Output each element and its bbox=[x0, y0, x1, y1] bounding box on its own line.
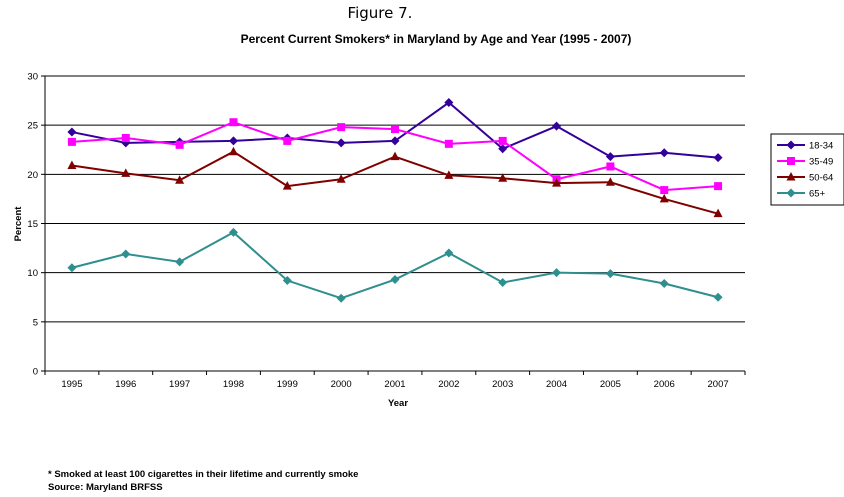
data-point bbox=[67, 127, 77, 137]
legend-item: 50-64 bbox=[777, 172, 833, 184]
x-tick-label: 1996 bbox=[115, 379, 136, 390]
legend-marker bbox=[786, 140, 796, 150]
footnote: * Smoked at least 100 cigarettes in thei… bbox=[48, 469, 359, 480]
data-point bbox=[552, 121, 562, 131]
x-tick-label: 2001 bbox=[384, 379, 405, 390]
data-point bbox=[391, 125, 399, 134]
data-point bbox=[228, 227, 238, 237]
series-35-49 bbox=[67, 118, 723, 195]
legend-label: 35-49 bbox=[809, 157, 833, 168]
x-tick-label: 1999 bbox=[277, 379, 298, 390]
chart-title: Percent Current Smokers* in Maryland by … bbox=[240, 32, 632, 46]
data-point bbox=[444, 248, 454, 258]
y-tick-label: 15 bbox=[27, 219, 38, 230]
data-point bbox=[282, 181, 292, 190]
legend-marker bbox=[786, 172, 796, 181]
data-point bbox=[498, 144, 508, 154]
data-point bbox=[713, 208, 723, 218]
data-point bbox=[498, 173, 508, 182]
data-point bbox=[228, 136, 238, 146]
series-50-64 bbox=[67, 146, 723, 218]
data-point bbox=[713, 153, 723, 163]
data-point bbox=[390, 151, 400, 161]
data-point bbox=[606, 162, 615, 171]
data-point bbox=[337, 123, 346, 132]
x-tick-label: 1997 bbox=[169, 379, 190, 390]
data-point bbox=[67, 263, 77, 273]
series-lines bbox=[67, 98, 723, 303]
data-point bbox=[336, 174, 346, 183]
data-point bbox=[67, 160, 77, 169]
data-point bbox=[175, 140, 184, 149]
data-point bbox=[713, 292, 723, 302]
legend-item: 35-49 bbox=[777, 157, 833, 168]
data-point bbox=[552, 178, 562, 187]
data-point bbox=[444, 139, 453, 148]
data-point bbox=[390, 275, 400, 285]
data-point bbox=[121, 133, 130, 142]
data-point bbox=[229, 118, 238, 127]
x-axis-label: Year bbox=[388, 398, 408, 409]
data-point bbox=[552, 268, 562, 278]
gridlines bbox=[45, 75, 745, 323]
data-point bbox=[67, 137, 76, 146]
legend-label: 50-64 bbox=[809, 173, 833, 184]
legend-label: 18-34 bbox=[809, 141, 833, 152]
x-tick-label: 2005 bbox=[600, 379, 621, 390]
legend-item: 18-34 bbox=[777, 140, 833, 152]
x-tick-label: 1998 bbox=[223, 379, 244, 390]
legend-item: 65+ bbox=[777, 188, 826, 200]
source-note: Source: Maryland BRFSS bbox=[48, 482, 163, 493]
data-point bbox=[605, 269, 615, 279]
y-tick-label: 30 bbox=[27, 72, 38, 83]
data-point bbox=[121, 249, 131, 259]
data-point bbox=[336, 293, 346, 303]
data-point bbox=[605, 152, 615, 162]
y-tick-label: 25 bbox=[27, 121, 38, 132]
data-point bbox=[390, 136, 400, 146]
data-point bbox=[175, 257, 185, 267]
data-point bbox=[283, 136, 292, 145]
x-tick-label: 2007 bbox=[708, 379, 729, 390]
x-tick-label: 1995 bbox=[61, 379, 82, 390]
data-point bbox=[498, 136, 507, 145]
data-point bbox=[659, 193, 669, 203]
x-tick-label: 2004 bbox=[546, 379, 567, 390]
legend: 18-34 35-49 50-64 65+ bbox=[770, 133, 844, 206]
data-point bbox=[336, 138, 346, 148]
legend-marker bbox=[786, 188, 796, 198]
x-tick-label: 2002 bbox=[438, 379, 459, 390]
figure-label: Figure 7. bbox=[347, 4, 413, 22]
y-axis-label: Percent bbox=[13, 206, 24, 242]
y-tick-label: 0 bbox=[33, 367, 38, 378]
x-tick-label: 2000 bbox=[331, 379, 352, 390]
data-point bbox=[444, 98, 454, 108]
legend-marker bbox=[787, 157, 795, 165]
y-tick-label: 10 bbox=[27, 268, 38, 279]
data-point bbox=[175, 175, 185, 184]
data-point bbox=[714, 182, 723, 191]
legend-label: 65+ bbox=[809, 189, 826, 200]
axes: 0 5 10 15 20 25 30 1995 1996 1997 1998 1999 2000 2001… bbox=[27, 72, 746, 390]
data-point bbox=[228, 146, 238, 156]
data-point bbox=[660, 186, 669, 195]
data-point bbox=[659, 278, 669, 288]
series-65+ bbox=[67, 227, 723, 303]
y-tick-label: 20 bbox=[27, 170, 38, 181]
x-tick-label: 2006 bbox=[654, 379, 675, 390]
x-tick-label: 2003 bbox=[492, 379, 513, 390]
data-point bbox=[121, 168, 131, 177]
data-point bbox=[605, 177, 615, 186]
series-line bbox=[71, 231, 719, 300]
data-point bbox=[659, 148, 669, 158]
data-point bbox=[282, 276, 292, 286]
data-point bbox=[444, 170, 454, 179]
data-point bbox=[498, 278, 508, 287]
y-tick-label: 5 bbox=[33, 317, 38, 328]
series-line bbox=[71, 150, 719, 215]
